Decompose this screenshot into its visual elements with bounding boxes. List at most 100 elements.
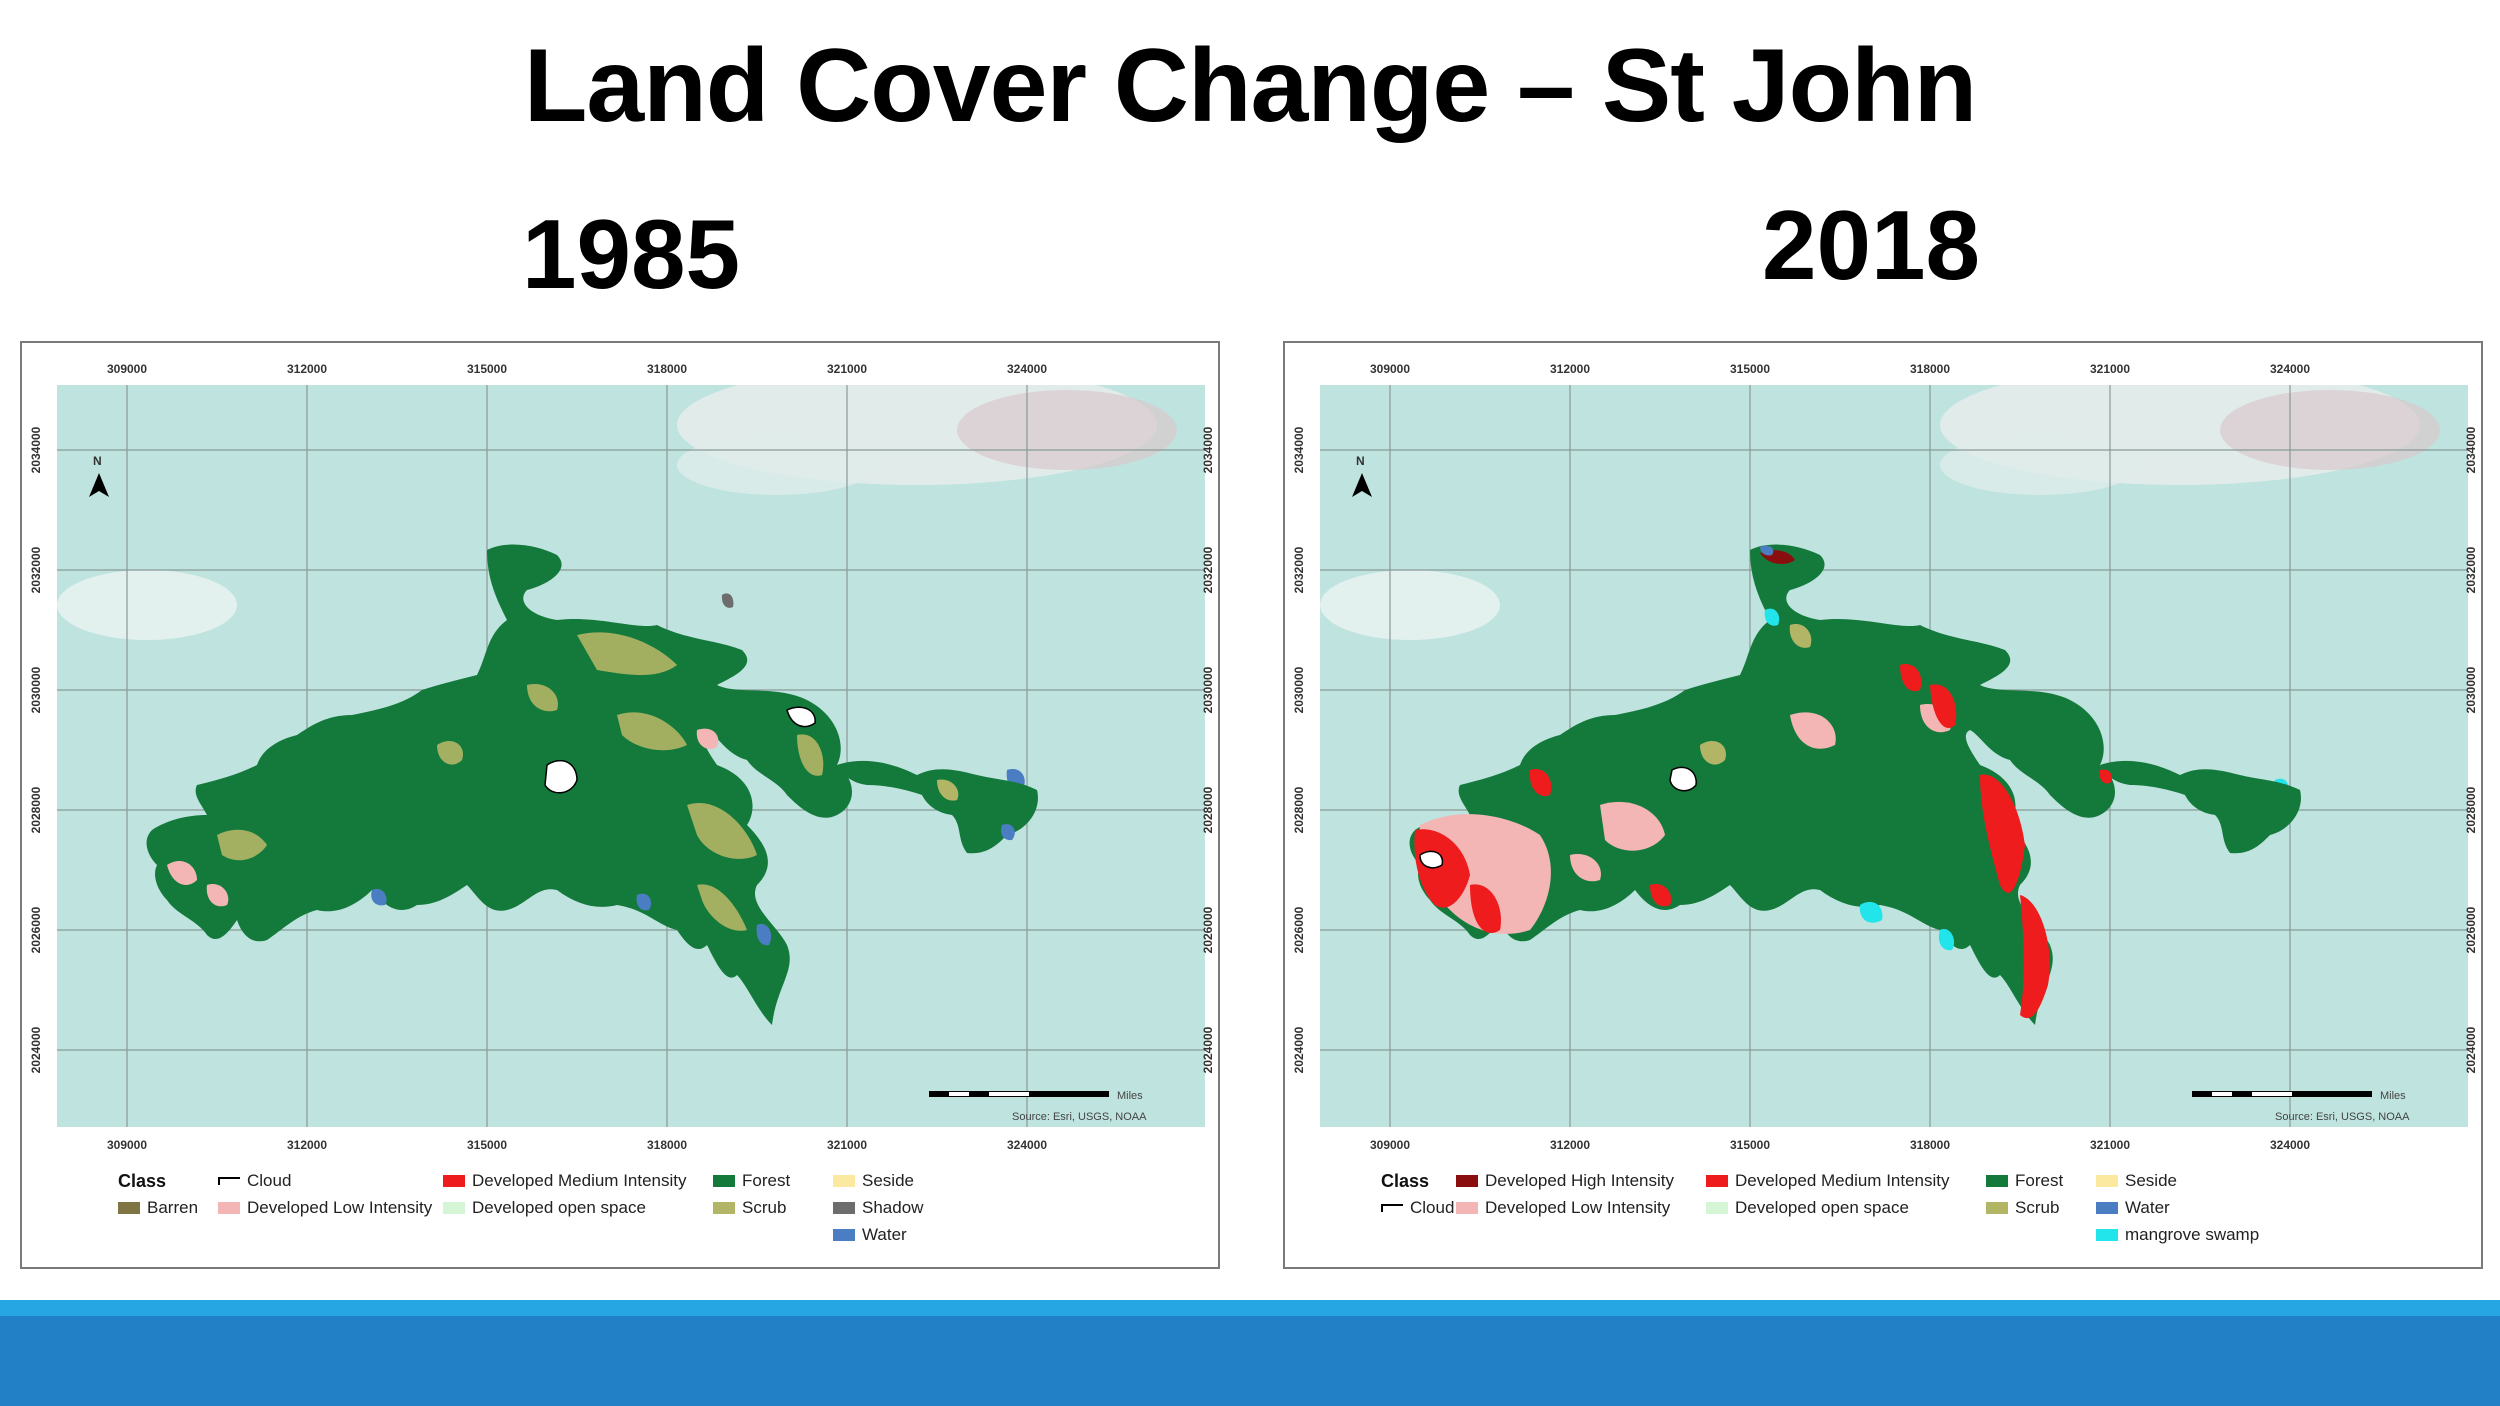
legend-item: mangrove swamp — [2096, 1225, 2259, 1245]
land-cover-map-1985: N Miles Source: Esri, USGS, NOAA — [57, 385, 1205, 1127]
legend-item: Water — [833, 1225, 907, 1245]
legend-item: Developed Medium Intensity — [443, 1171, 687, 1191]
axis-tick-label: 318000 — [1910, 1138, 1950, 1152]
axis-tick-label: 2032000 — [1292, 546, 1306, 593]
axis-tick-label: 2024000 — [1292, 1026, 1306, 1073]
legend-swatch — [2096, 1175, 2118, 1187]
legend-swatch — [833, 1229, 855, 1241]
legend-item: Shadow — [833, 1198, 923, 1218]
legend-swatch — [443, 1202, 465, 1214]
legend-swatch — [443, 1175, 465, 1187]
axis-tick-label: 315000 — [1730, 1138, 1770, 1152]
legend-swatch — [1381, 1204, 1403, 1212]
legend-swatch — [713, 1202, 735, 1214]
legend-swatch — [218, 1202, 240, 1214]
legend-item: Developed Low Intensity — [218, 1198, 432, 1218]
legend-swatch — [1706, 1202, 1728, 1214]
axis-tick-label: 309000 — [1370, 1138, 1410, 1152]
scale-bar: Miles — [2192, 1090, 2406, 1102]
legend-label: Water — [862, 1225, 907, 1244]
legend-heading: Class — [118, 1171, 167, 1191]
legend-item: Developed Medium Intensity — [1706, 1171, 1950, 1191]
legend-swatch — [218, 1177, 240, 1185]
axis-tick-label: 324000 — [2270, 1138, 2310, 1152]
year-label-1985: 1985 — [522, 199, 741, 309]
axis-tick-label: 2028000 — [1292, 786, 1306, 833]
cloud-patch — [1419, 850, 1444, 869]
axis-tick-label: 318000 — [647, 1138, 687, 1152]
map-panel-1985: N Miles Source: Esri, USGS, NOAA — [57, 385, 1205, 1127]
axis-tick-label: 321000 — [827, 362, 867, 376]
axis-tick-label: 318000 — [647, 362, 687, 376]
footer-bar — [0, 1316, 2500, 1406]
legend-item: Water — [2096, 1198, 2170, 1218]
cloud-patch — [1669, 766, 1697, 792]
legend-item: Developed open space — [443, 1198, 646, 1218]
axis-tick-label: 318000 — [1910, 362, 1950, 376]
legend-label: Developed Low Intensity — [247, 1198, 433, 1217]
axis-tick-label: 315000 — [1730, 362, 1770, 376]
axis-tick-label: 2034000 — [2464, 426, 2478, 473]
north-arrow: N — [89, 454, 109, 497]
legend-label: Forest — [2015, 1171, 2064, 1190]
axis-ticks-1985: 309000 312000 315000 318000 321000 324000 3090… — [29, 362, 1215, 1152]
legend-label: Forest — [742, 1171, 791, 1190]
axis-tick-label: 2024000 — [29, 1026, 43, 1073]
axis-tick-label: 309000 — [107, 1138, 147, 1152]
island-st-john-1985 — [146, 544, 1038, 1025]
axis-tick-label: 2032000 — [1201, 546, 1215, 593]
map-source: Source: Esri, USGS, NOAA — [1012, 1111, 1147, 1123]
axis-tick-label: 324000 — [1007, 362, 1047, 376]
legend-1985: Class Cloud Developed Medium Intensity For… — [108, 1171, 1208, 1261]
scale-unit: Miles — [2380, 1090, 2406, 1102]
axis-tick-label: 2030000 — [1292, 666, 1306, 713]
legend-2018: Class Developed High Intensity Developed … — [1371, 1171, 2471, 1261]
legend-label: Developed Medium Intensity — [472, 1171, 687, 1190]
cloud-patch — [786, 706, 816, 728]
legend-label: Developed open space — [1735, 1198, 1909, 1217]
axis-tick-label: 321000 — [827, 1138, 867, 1152]
axis-tick-label: 2024000 — [1201, 1026, 1215, 1073]
land-cover-map-2018: N Miles Source: Esri, USGS, NOAA — [1320, 385, 2468, 1127]
legend-swatch — [833, 1175, 855, 1187]
legend-label: mangrove swamp — [2125, 1225, 2260, 1244]
axis-tick-label: 2032000 — [2464, 546, 2478, 593]
legend-label: Developed open space — [472, 1198, 646, 1217]
axis-tick-label: 2028000 — [2464, 786, 2478, 833]
axis-tick-label: 324000 — [1007, 1138, 1047, 1152]
legend-label: Cloud — [247, 1171, 292, 1190]
legend-item: Developed open space — [1706, 1198, 1909, 1218]
legend-swatch — [118, 1202, 140, 1214]
axis-tick-label: 2024000 — [2464, 1026, 2478, 1073]
axis-tick-label: 2030000 — [1201, 666, 1215, 713]
legend-label: Seside — [862, 1171, 914, 1190]
legend-label: Developed High Intensity — [1485, 1171, 1675, 1190]
legend-item: Scrub — [713, 1198, 786, 1218]
legend-label: Scrub — [742, 1198, 787, 1217]
axis-tick-label: 312000 — [287, 362, 327, 376]
axis-tick-label: 309000 — [1370, 362, 1410, 376]
legend-item: Seside — [833, 1171, 914, 1191]
axis-tick-label: 312000 — [1550, 362, 1590, 376]
legend-item: Cloud — [218, 1171, 291, 1191]
legend-label: Barren — [147, 1198, 199, 1217]
legend-item: Barren — [118, 1198, 198, 1218]
legend-item: Scrub — [1986, 1198, 2059, 1218]
axis-tick-label: 2030000 — [29, 666, 43, 713]
axis-ticks-2018: 309000 312000 315000 318000 321000 324000 3090… — [1292, 362, 2478, 1152]
north-label: N — [1356, 454, 1365, 468]
legend-swatch — [1456, 1202, 1478, 1214]
legend-item: Developed High Intensity — [1456, 1171, 1674, 1191]
legend-label: Developed Medium Intensity — [1735, 1171, 1950, 1190]
legend-swatch — [1986, 1202, 2008, 1214]
cloud-haze — [1320, 570, 1500, 640]
legend-swatch — [833, 1202, 855, 1214]
legend-label: Developed Low Intensity — [1485, 1198, 1671, 1217]
legend-item: Seside — [2096, 1171, 2177, 1191]
legend-item: Forest — [713, 1171, 790, 1191]
map-source: Source: Esri, USGS, NOAA — [2275, 1111, 2410, 1123]
scale-unit: Miles — [1117, 1090, 1143, 1102]
legend-label: Seside — [2125, 1171, 2177, 1190]
axis-tick-label: 2030000 — [2464, 666, 2478, 713]
year-label-2018: 2018 — [1762, 190, 1981, 300]
